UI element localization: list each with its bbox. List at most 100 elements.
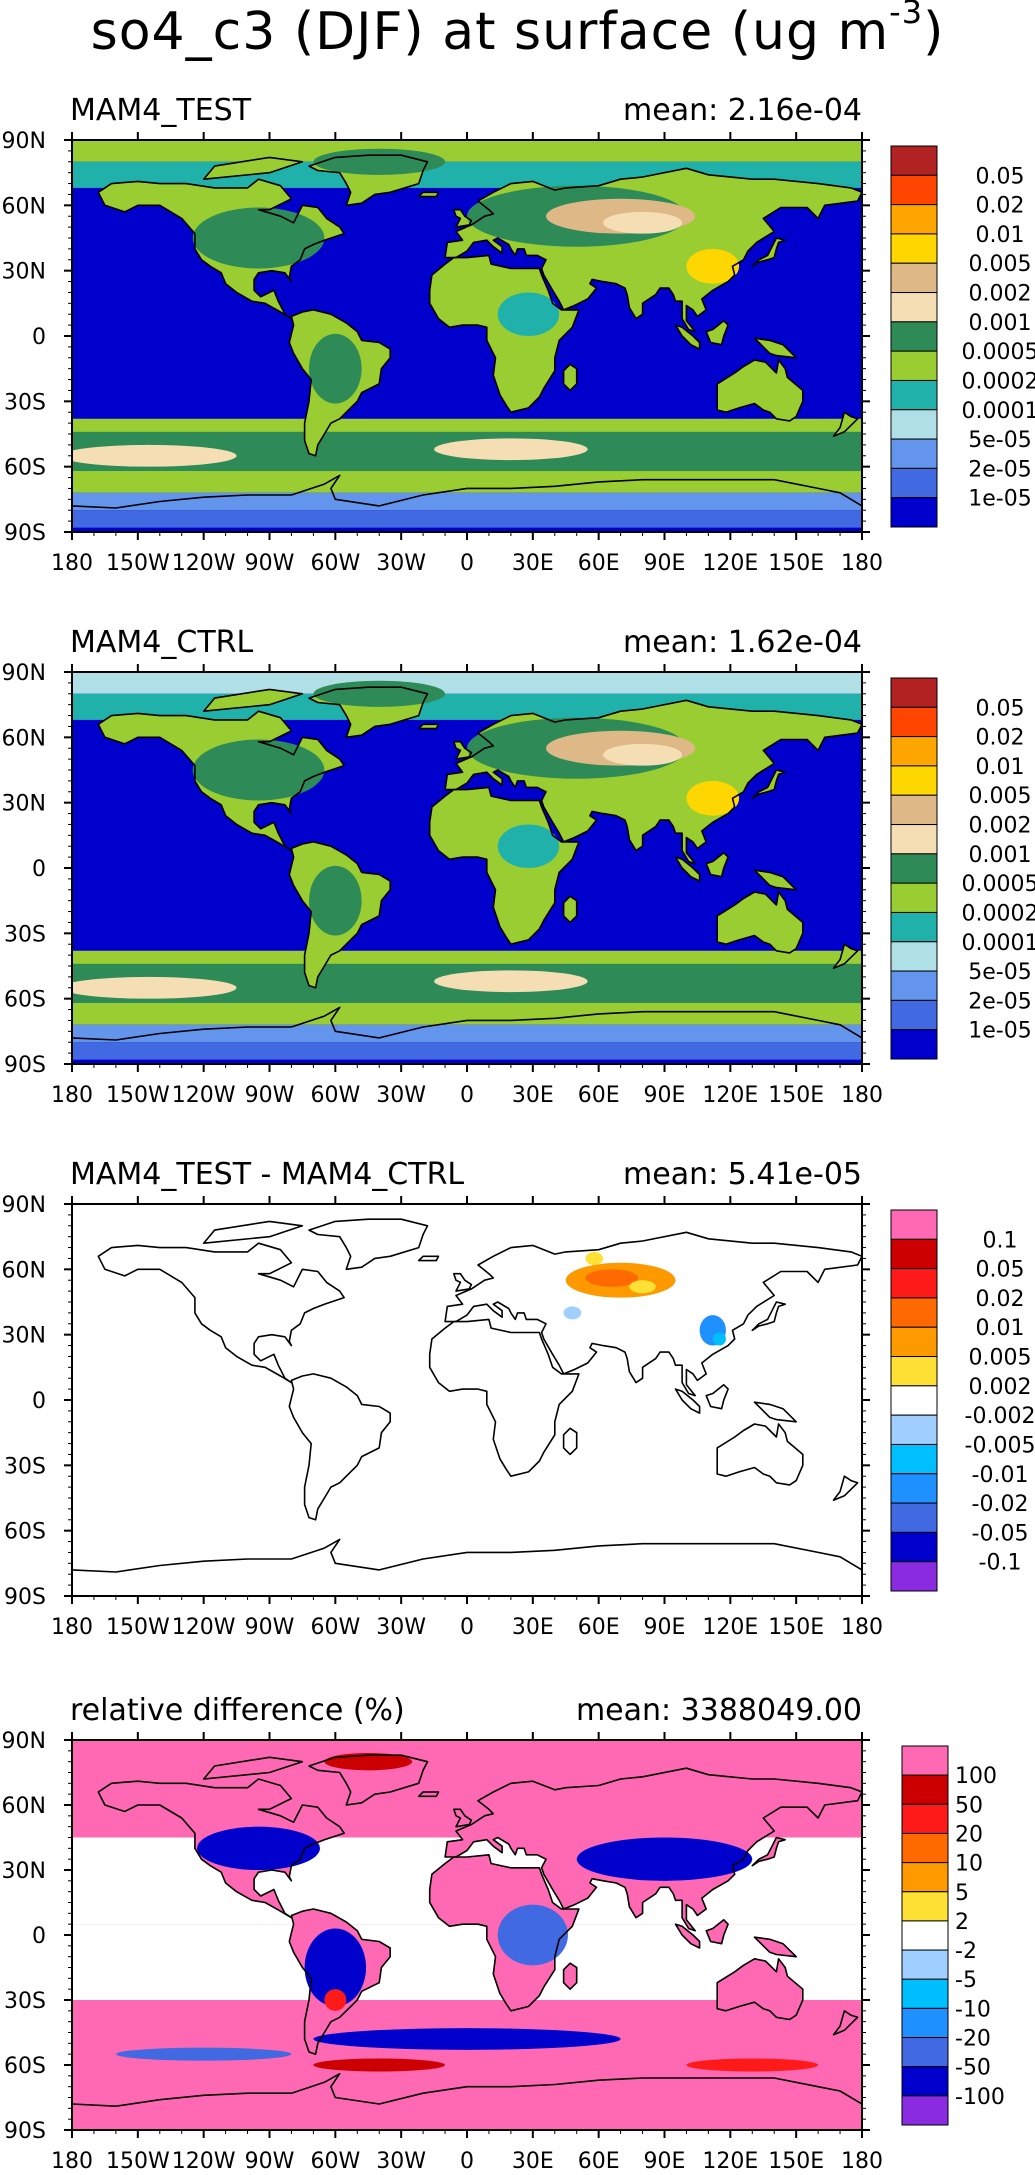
colorbar-label: -50 <box>955 2056 991 2081</box>
coastline-australia <box>716 359 804 422</box>
lon-tick-label: 90W <box>245 551 295 576</box>
lon-tick-label: 30W <box>376 551 426 576</box>
diff-negative-caspian <box>563 1306 582 1320</box>
lon-tick-label: 150E <box>768 1083 824 1108</box>
lon-tick-label: 30W <box>376 1083 426 1108</box>
land-field-australia <box>717 360 803 421</box>
land-field-new-zealand <box>833 412 858 437</box>
colorbar-label: 0.002 <box>969 814 1032 839</box>
colorbar-swatch <box>890 1443 938 1475</box>
colorbar-swatch <box>890 736 938 767</box>
colorbar-label: 2e-05 <box>968 989 1031 1014</box>
lat-tick-label: 0 <box>32 857 46 882</box>
lon-tick-label: 60E <box>578 2149 620 2174</box>
colorbar: 0.05 0.02 0.01 0.005 0.002 0.001 0.0005 0.0002 0… <box>890 145 1035 528</box>
colorbar-swatch <box>890 706 938 738</box>
colorbar-label: 10 <box>955 1852 983 1877</box>
colorbar-swatch <box>890 204 938 235</box>
land-field-new-zealand <box>833 944 858 969</box>
lat-tick-label: 90N <box>2 661 46 686</box>
blue-southern-ocean <box>313 2028 621 2050</box>
colorbar-swatch <box>890 1414 938 1445</box>
land-field-new-zealand <box>833 2010 858 2035</box>
colorbar-label: -5 <box>955 1968 977 1993</box>
colorbar-label: 0.02 <box>976 726 1025 751</box>
colorbar-label: -0.1 <box>979 1551 1022 1576</box>
southern-ocean-high-a <box>72 444 237 467</box>
colorbar-label: 50 <box>955 1793 983 1818</box>
siberia-peak <box>603 211 683 234</box>
colorbar-label: 0.005 <box>969 252 1032 277</box>
land-field-madagascar <box>563 896 577 923</box>
coastline-africa <box>428 1854 580 2012</box>
southern-ocean-high-b <box>434 438 588 461</box>
coastline-japan <box>751 1836 787 1867</box>
land-field-uk <box>453 741 472 760</box>
colorbar-swatch <box>901 1949 949 1980</box>
colorbar-swatch <box>901 1803 949 1834</box>
colorbar-swatch <box>890 941 938 972</box>
panel-mean: mean: 2.16e-04 <box>623 93 862 128</box>
coastline-new-guinea <box>753 337 798 359</box>
colorbar-swatch <box>901 1862 949 1893</box>
southern-ocean-high-a <box>72 976 237 999</box>
coastline-new-zealand <box>832 1475 859 1501</box>
coastline-antarctica <box>72 474 862 509</box>
land-field-new-guinea <box>754 1937 797 1957</box>
colorbar-swatch <box>890 292 938 323</box>
colorbar-label: -100 <box>955 2085 1005 2110</box>
panel-title: MAM4_CTRL <box>70 625 253 660</box>
lon-tick-label: 120E <box>702 551 758 576</box>
coastline-antarctica <box>72 1006 862 1041</box>
colorbar-label: 2e-05 <box>968 457 1031 482</box>
lon-tick-label: 120W <box>172 551 236 576</box>
blue-south-america <box>304 1928 367 2007</box>
colorbar-swatch <box>890 145 938 176</box>
colorbar-swatch <box>901 2095 949 2126</box>
figure-title: so4_c3 (DJF) at surface (ug m-3) <box>0 0 1035 64</box>
coastline-iceland <box>417 1255 440 1262</box>
lat-tick-label: 30N <box>2 792 46 817</box>
lon-tick-label: 120W <box>172 1615 236 1640</box>
colorbar-swatch <box>890 350 938 381</box>
colorbar-label: 0.01 <box>976 755 1025 780</box>
lon-tick-label: 30E <box>512 1615 554 1640</box>
blue-africa <box>497 1904 568 1966</box>
lon-tick-label: 90E <box>644 1615 686 1640</box>
colorbar-swatch <box>890 1297 938 1328</box>
colorbar-label: 2 <box>955 1910 969 1935</box>
lon-tick-label: 150W <box>106 1615 170 1640</box>
blue-asia <box>576 1837 753 1881</box>
coastline-greenland <box>308 1218 429 1271</box>
land-field-australia <box>717 1958 803 2020</box>
lat-tick-label: 30N <box>2 260 46 285</box>
lat-tick-label: 30S <box>4 922 46 947</box>
lon-tick-label: 90W <box>245 2149 295 2174</box>
land-field-madagascar <box>563 1963 577 1990</box>
colorbar-label: 0.002 <box>969 1375 1032 1400</box>
panel-mean: mean: 5.41e-05 <box>623 1157 862 1192</box>
colorbar-swatch <box>890 174 938 206</box>
greenland-field <box>313 680 446 707</box>
coastline-antarctica <box>72 2072 862 2107</box>
colorbar-label: 0.002 <box>969 282 1032 307</box>
coastline-indonesia <box>674 1388 701 1414</box>
land-field-arctic-islands <box>203 157 303 180</box>
land-field-madagascar <box>563 364 577 391</box>
coastline-uk <box>452 208 473 228</box>
north-america-field <box>192 207 325 269</box>
lat-tick-label: 90S <box>4 1585 46 1610</box>
colorbar: 0.05 0.02 0.01 0.005 0.002 0.001 0.0005 0.0002 0… <box>890 677 1035 1060</box>
southern-ocean-high-b <box>434 970 588 993</box>
coastline-madagascar <box>562 895 578 924</box>
lon-tick-label: 30E <box>512 1083 554 1108</box>
red-south-america <box>324 1989 347 2011</box>
plot-area <box>72 672 862 1064</box>
lon-tick-label: 60W <box>310 1083 360 1108</box>
lon-tick-label: 60E <box>578 1615 620 1640</box>
colorbar-swatch <box>890 409 938 440</box>
plot-area <box>72 1204 862 1596</box>
colorbar-swatch <box>890 911 938 943</box>
coastline-australia <box>716 1958 804 2021</box>
